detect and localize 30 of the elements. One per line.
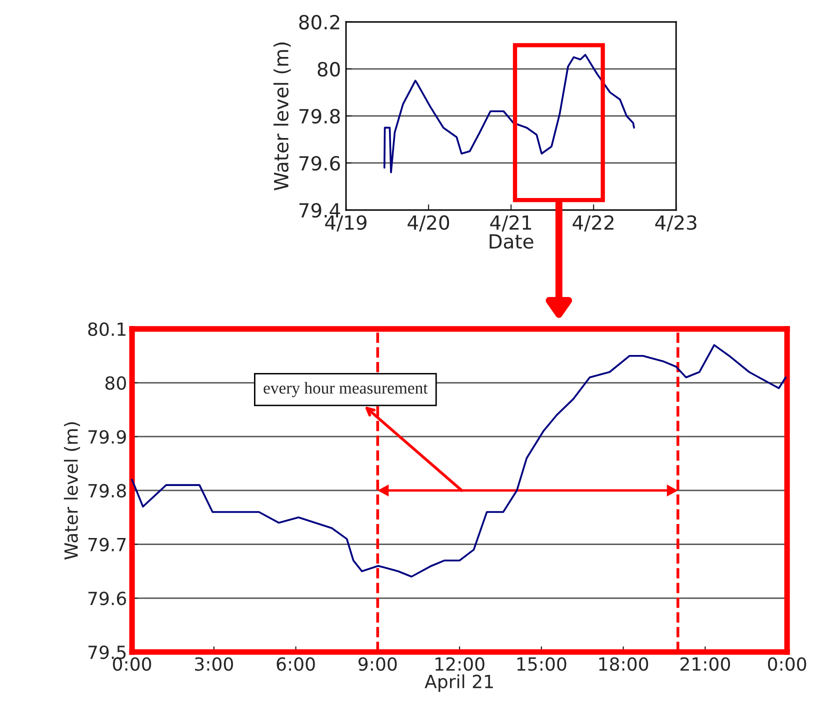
y-tick-label: 80.2 [299,14,340,30]
x-tick-label: 18:00 [599,657,648,671]
y-tick-label: 79.5 [88,645,126,660]
y-tick-label: 79.9 [88,430,126,444]
y-tick-label: 80 [105,376,126,390]
y-axis-title: Water level (m) [64,422,80,560]
x-tick-label: 21:00 [680,657,730,671]
x-tick-label: 6:00 [276,657,315,671]
x-tick-label: 15:00 [517,657,566,671]
x-tick-label: 4/23 [655,215,696,232]
annotation: every hour measurement [264,382,428,398]
x-tick-label: 0:00 [768,657,806,671]
x-tick-label: 0:00 [112,657,152,671]
x-axis-title: April 21 [424,674,493,692]
line-series [131,344,787,578]
y-tick-label: 80.1 [88,322,126,336]
x-tick-label: 12:00 [436,657,484,671]
x-tick-label: 3:00 [195,657,233,671]
y-tick-label: 79.8 [88,484,126,498]
y-tick-label: 79.6 [299,156,340,171]
y-tick-label: 80 [318,62,340,77]
x-tick-label: 4/20 [408,215,450,232]
y-axis-title: Water level (m) [273,42,291,190]
x-axis-title: Date [490,234,534,249]
y-tick-label: 79.6 [88,592,126,606]
x-tick-label: 9:00 [358,657,397,671]
y-tick-label: 79.7 [88,538,126,552]
y-tick-label: 79.8 [299,108,340,124]
x-tick-label: 4/22 [572,215,614,232]
x-tick-label: 4/21 [490,215,532,232]
